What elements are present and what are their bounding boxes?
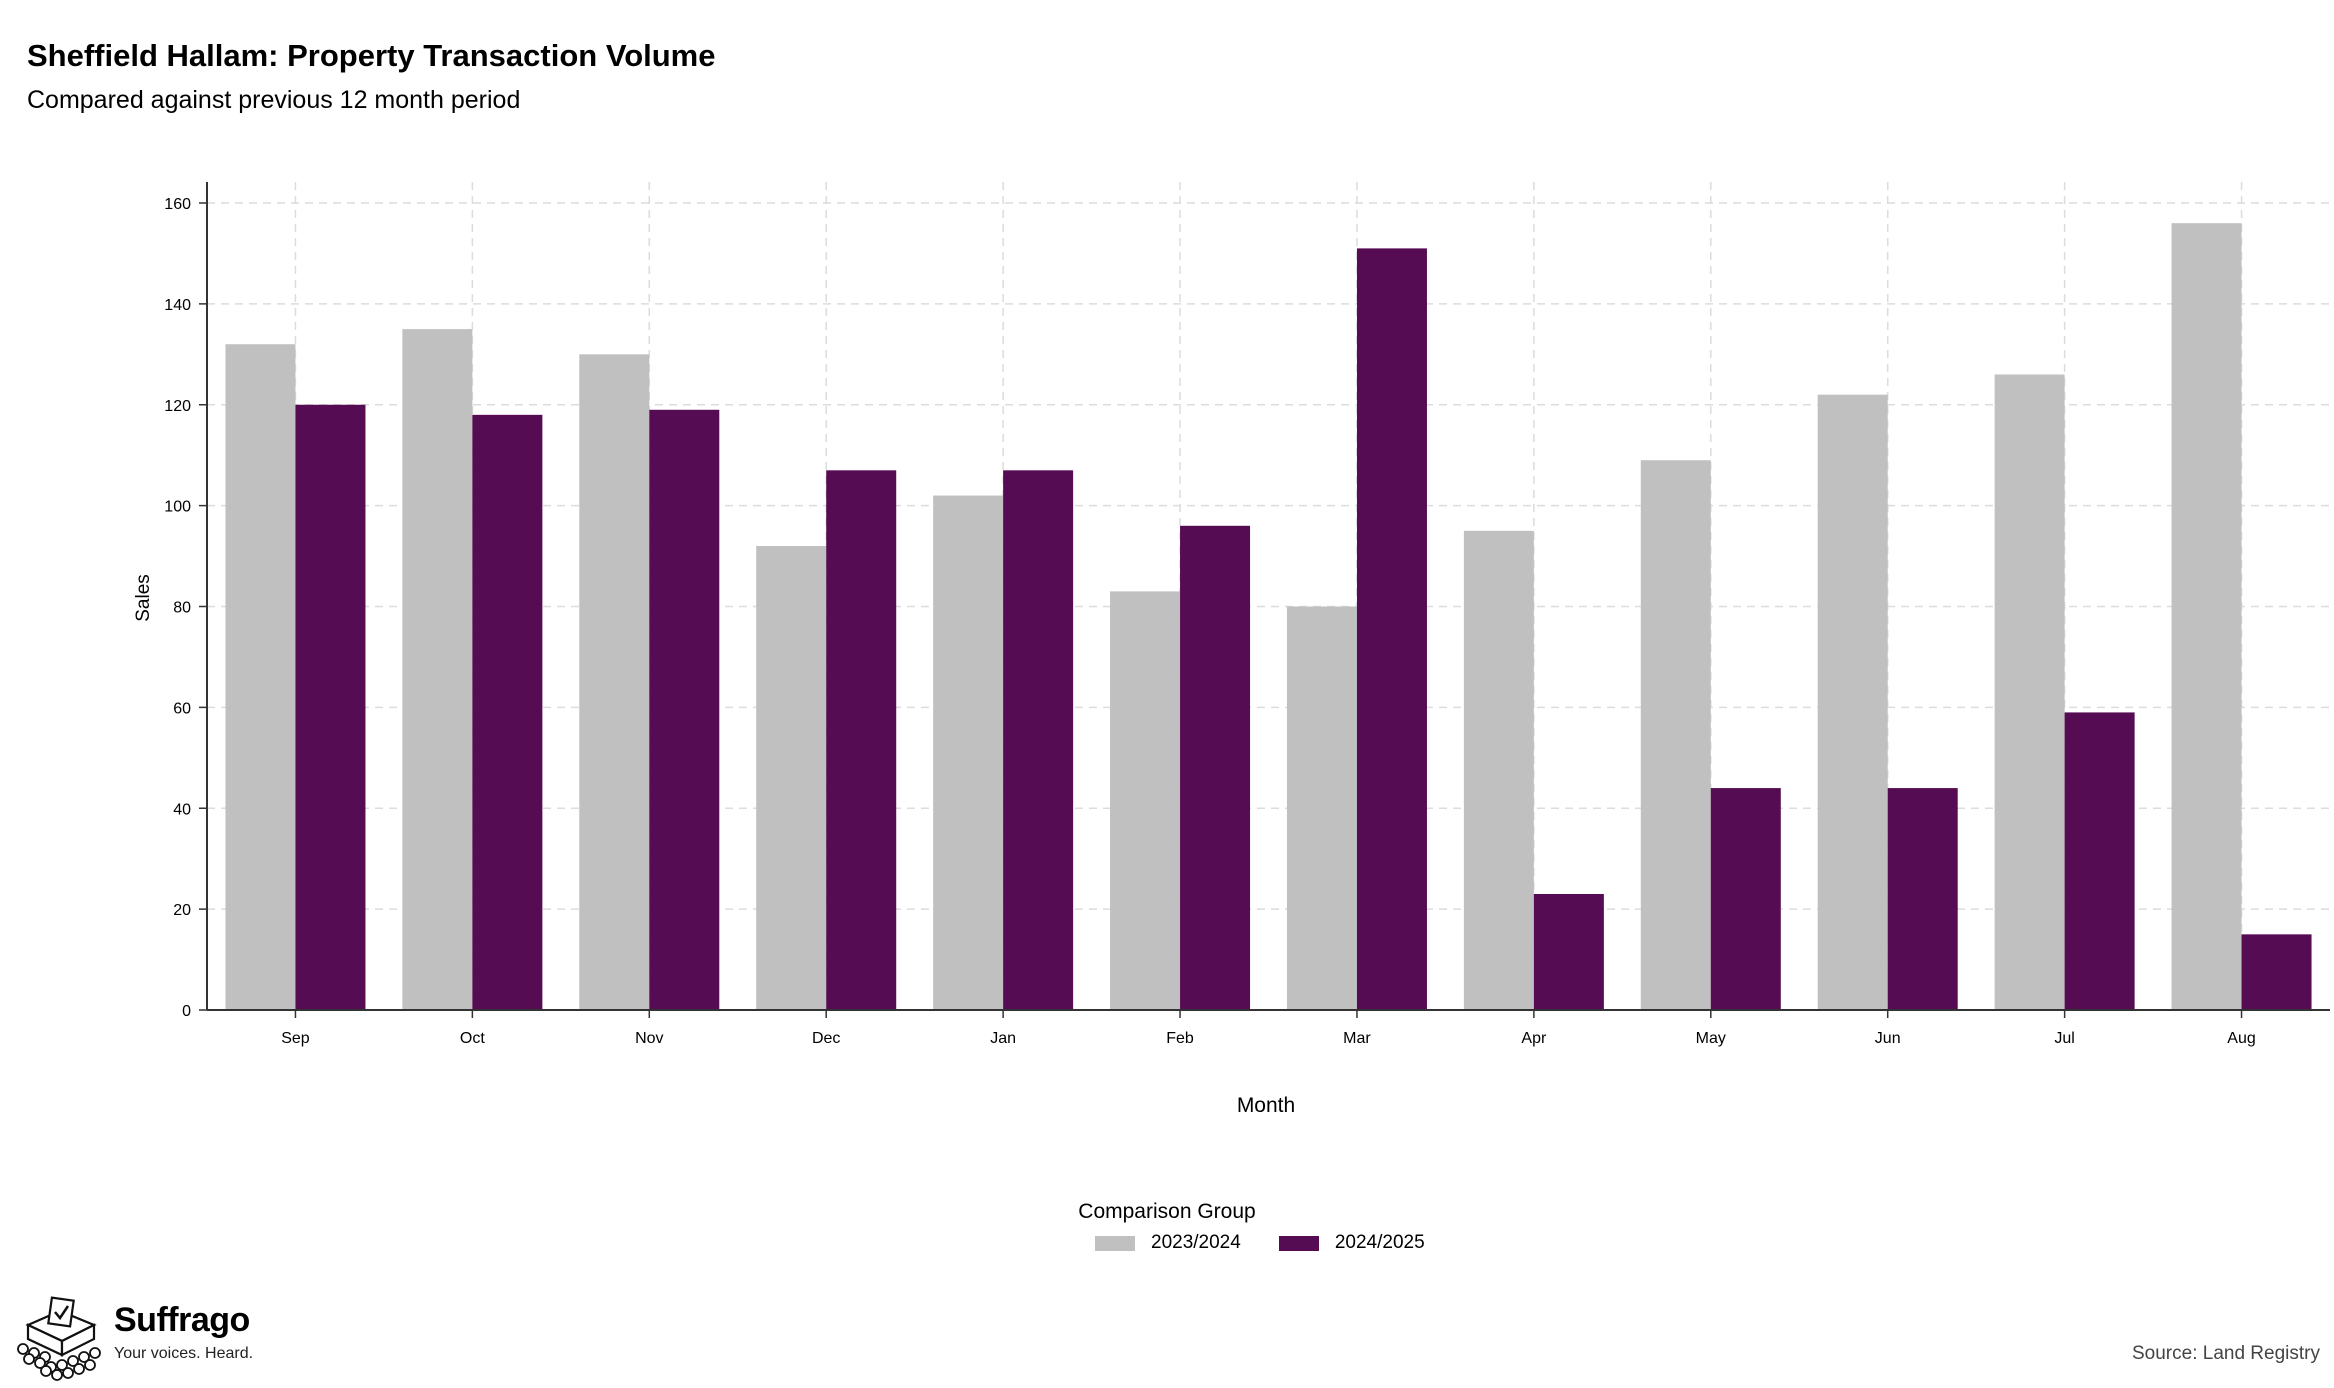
bar-2024-2025-dec [826,470,897,1011]
y-tick-label: 20 [173,902,191,919]
bar-2023-2024-jan [933,495,1004,1011]
brand-name: Suffrago [114,1301,250,1339]
legend-swatch-2024-2025 [1278,1235,1319,1251]
y-tick-label: 60 [173,700,191,717]
bar-2023-2024-dec [756,545,827,1010]
legend-title: Comparison Group [1078,1200,1256,1223]
x-tick-label: Mar [1343,1030,1371,1047]
chart-title: Sheffield Hallam: Property Transaction V… [27,38,716,73]
bar-2023-2024-feb [1110,591,1181,1010]
axes-layer: 0 20 40 60 80 100 120 140 160 Sep Oct Nov Dec Jan Feb M… [164,182,2330,1047]
x-tick-label: Oct [460,1030,485,1047]
x-tick-label: Jun [1875,1030,1901,1047]
bar-2023-2024-mar [1286,606,1357,1010]
suffrago-logo: Suffrago Your voices. Heard. [14,1295,253,1385]
y-tick-label: 160 [164,196,191,213]
bar-2023-2024-sep [225,344,296,1011]
ballot-box-icon [17,1296,101,1381]
legend: 2023/2024 2024/2025 [1095,1232,1463,1254]
bar-2024-2025-aug [2241,934,2312,1010]
chart-subtitle: Compared against previous 12 month perio… [27,86,521,114]
legend-item-2023-2024: 2023/2024 [1095,1232,1241,1254]
x-tick-label: Dec [812,1030,840,1047]
x-tick-label: May [1696,1030,1726,1047]
x-tick-label: Aug [2227,1030,2255,1047]
bar-2024-2025-feb [1180,525,1251,1010]
bar-2024-2025-sep [295,404,366,1010]
bar-2024-2025-jan [1003,470,1074,1011]
x-tick-label: Jan [990,1030,1016,1047]
y-tick-label: 80 [173,600,191,617]
x-tick-label: Nov [635,1030,663,1047]
y-axis-label: Sales [133,574,154,622]
bar-2024-2025-jul [2064,712,2135,1010]
bar-2023-2024-apr [1463,530,1534,1010]
x-axis-label: Month [1237,1094,1295,1117]
y-tick-label: 140 [164,297,191,314]
legend-item-2024-2025: 2024/2025 [1278,1232,1425,1254]
bar-2023-2024-oct [402,329,473,1010]
bar-2023-2024-nov [579,354,650,1010]
bars-layer [225,223,2312,1011]
bar-2024-2025-apr [1533,893,1604,1010]
x-tick-label: Jul [2054,1030,2074,1047]
bar-2024-2025-mar [1356,248,1427,1011]
legend-swatch-2023-2024 [1095,1235,1135,1251]
legend-label-2024-2025: 2024/2025 [1334,1232,1425,1253]
x-tick-label: Sep [281,1030,310,1047]
bar-2024-2025-oct [472,414,543,1010]
bar-2023-2024-aug [2171,223,2242,1011]
y-tick-label: 0 [182,1003,191,1020]
bar-2023-2024-may [1640,460,1711,1010]
bar-2024-2025-nov [649,409,720,1010]
source-note: Source: Land Registry [2132,1343,2320,1364]
bar-2023-2024-jun [1817,394,1888,1011]
y-tick-label: 100 [164,499,191,516]
bar-2024-2025-may [1710,788,1781,1010]
legend-label-2023-2024: 2023/2024 [1151,1232,1241,1253]
bar-2024-2025-jun [1887,788,1958,1010]
y-tick-label: 40 [173,801,191,818]
y-tick-label: 120 [164,398,191,415]
bar-2023-2024-jul [1994,374,2065,1010]
x-tick-label: Feb [1166,1030,1194,1047]
x-tick-label: Apr [1521,1030,1547,1047]
brand-tagline: Your voices. Heard. [114,1345,254,1362]
